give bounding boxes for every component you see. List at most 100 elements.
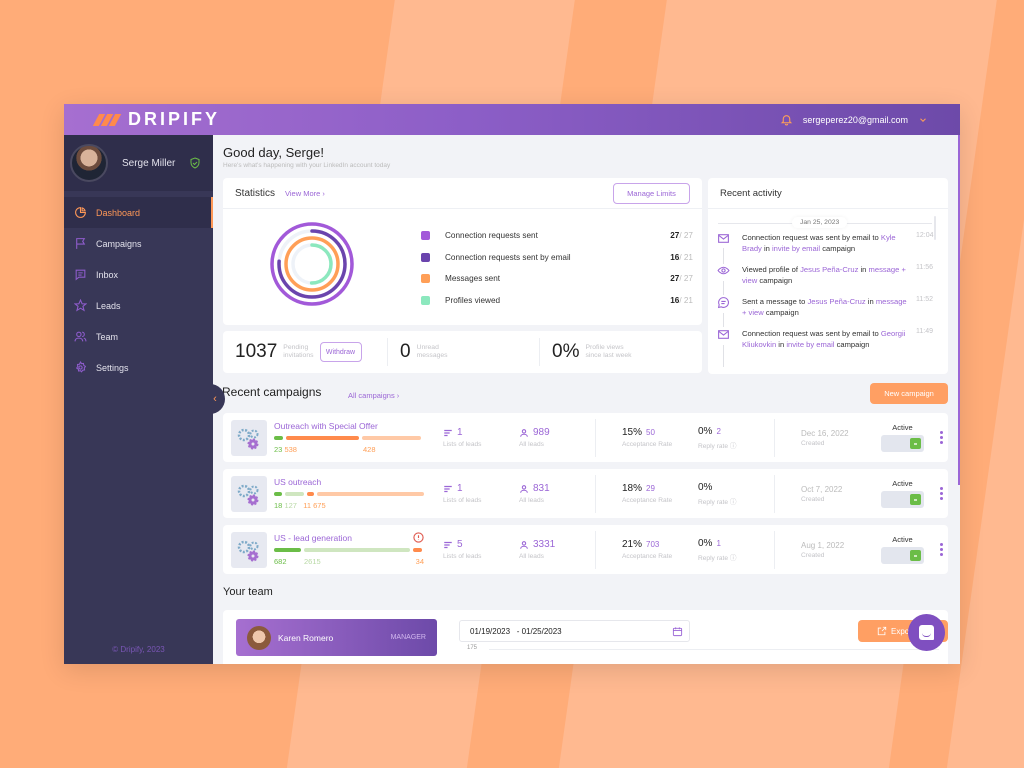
sidebar: Serge Miller Dashboard Campaigns Inbox L… (64, 135, 213, 664)
top-bar: DRIPIFY sergeperez20@gmail.com (64, 104, 960, 135)
info-icon[interactable]: ⓘ (729, 498, 737, 506)
calendar-icon[interactable] (672, 626, 683, 637)
avatar (70, 144, 108, 182)
legend-swatch (421, 231, 430, 241)
legend-item: Profiles viewed 16/ 21 (421, 290, 693, 312)
shield-check-icon (190, 157, 200, 169)
scrollbar[interactable] (958, 135, 960, 485)
info-icon[interactable]: ⓘ (729, 442, 737, 450)
user-icon (520, 484, 528, 493)
logo[interactable]: DRIPIFY (92, 109, 221, 130)
more-options-icon[interactable] (940, 487, 943, 500)
legend-item: Connection requests sent by email 16/ 21 (421, 247, 693, 269)
sidebar-item-campaigns[interactable]: Campaigns (64, 228, 213, 259)
list-icon (444, 429, 452, 436)
warning-icon[interactable] (413, 532, 424, 543)
legend-item: Connection requests sent 27/ 27 (421, 225, 693, 247)
sidebar-item-inbox[interactable]: Inbox (64, 259, 213, 290)
eye-icon (716, 266, 730, 275)
list-icon (444, 541, 452, 548)
activity-item: Sent a message to Jesus Peña-Cruz in mes… (716, 296, 938, 318)
recent-activity-title: Recent activity (708, 178, 948, 209)
chevron-left-icon: ‹ (213, 393, 217, 405)
sidebar-item-label: Team (96, 331, 119, 342)
campaign-progress (274, 548, 424, 552)
chart-y-tick: 175 (467, 645, 478, 651)
campaign-name[interactable]: US - lead generation (274, 532, 352, 543)
sidebar-item-leads[interactable]: Leads (64, 290, 213, 321)
chat-icon (717, 297, 729, 309)
dripify-app: DRIPIFY sergeperez20@gmail.com Serge Mil… (64, 104, 960, 664)
sidebar-item-label: Dashboard (96, 207, 141, 218)
statistics-ring-chart (270, 222, 354, 306)
logo-mark-icon (92, 113, 122, 126)
bell-icon[interactable] (780, 113, 793, 126)
sidebar-item-settings[interactable]: Settings (64, 352, 213, 383)
campaign-row[interactable]: US outreach 18 127 11 675 1 Lists of lea… (223, 469, 948, 518)
external-link-icon (877, 626, 887, 636)
list-icon (444, 485, 452, 492)
date-range-input[interactable]: 01/19/2023 - 01/25/2023 (459, 620, 690, 642)
profile-card[interactable]: Serge Miller (64, 135, 213, 191)
campaign-row[interactable]: Outreach with Special Offer 23 538 428 1 … (223, 413, 948, 462)
chevron-down-icon[interactable] (918, 115, 928, 125)
campaign-active-toggle[interactable] (881, 435, 924, 452)
sidebar-item-label: Leads (96, 300, 121, 311)
pie-chart-icon (75, 207, 86, 218)
campaign-link[interactable]: message + view (742, 265, 906, 286)
manage-limits-button[interactable]: Manage Limits (613, 182, 690, 204)
profile-views: 0% Profile views since last week (552, 341, 632, 362)
scrollbar[interactable] (934, 216, 936, 240)
copyright: © Dripify, 2023 (112, 645, 165, 654)
campaign-name[interactable]: Outreach with Special Offer (274, 420, 378, 431)
campaign-name[interactable]: US outreach (274, 476, 322, 487)
campaign-progress (274, 435, 424, 440)
view-more-link[interactable]: View More › (285, 188, 325, 198)
sidebar-item-label: Inbox (96, 269, 119, 280)
profile-name: Serge Miller (122, 157, 176, 169)
user-icon (520, 428, 528, 437)
account-email[interactable]: sergeperez20@gmail.com (802, 114, 908, 125)
more-options-icon[interactable] (940, 543, 943, 556)
summary-card: 1037 Pending invitations Withdraw 0 Unrea… (223, 331, 702, 373)
info-icon[interactable]: ⓘ (729, 554, 737, 562)
campaign-link[interactable]: invite by email (771, 244, 821, 254)
sidebar-item-dashboard[interactable]: Dashboard (64, 197, 213, 228)
greeting: Good day, Serge! Here's what's happening… (223, 145, 390, 169)
chat-widget-button[interactable] (908, 614, 945, 651)
logo-text: DRIPIFY (128, 109, 221, 129)
person-link[interactable]: Jesus Peña-Cruz (800, 265, 859, 274)
all-campaigns-link[interactable]: All campaigns › (348, 391, 400, 400)
person-link[interactable]: Kyle Brady (742, 233, 896, 254)
sidebar-nav: Dashboard Campaigns Inbox Leads Team Set… (64, 197, 213, 383)
campaign-active-toggle[interactable] (881, 547, 924, 564)
person-link[interactable]: Georgii Kliukovkin (742, 329, 906, 350)
team-card: Karen Romero MANAGER 01/19/2023 - 01/25/… (223, 610, 948, 664)
campaign-link[interactable]: invite by email (786, 340, 835, 350)
chevron-right-icon: › (322, 188, 325, 198)
message-icon (75, 269, 86, 281)
mail-icon (717, 330, 729, 339)
main-content: Good day, Serge! Here's what's happening… (213, 135, 960, 664)
new-campaign-button[interactable]: New campaign (870, 383, 948, 404)
your-team-title: Your team (223, 586, 273, 598)
statistics-card: Statistics View More › Manage Limits Con… (223, 178, 702, 325)
campaign-link[interactable]: message + view (742, 297, 907, 318)
legend-swatch (421, 274, 430, 284)
statistics-title: Statistics (235, 187, 276, 199)
pending-invitations: 1037 Pending invitations Withdraw (223, 338, 387, 366)
sidebar-item-label: Campaigns (96, 238, 142, 249)
team-member-card[interactable]: Karen Romero MANAGER (236, 619, 437, 656)
sidebar-item-team[interactable]: Team (64, 321, 213, 352)
avatar (247, 625, 271, 650)
unread-messages[interactable]: 0 Unread messages (400, 341, 448, 362)
withdraw-button[interactable]: Withdraw (319, 342, 362, 362)
recent-campaigns-title: Recent campaigns (222, 385, 322, 399)
campaign-gears-icon (231, 419, 267, 456)
campaign-active-toggle[interactable] (881, 491, 924, 508)
more-options-icon[interactable] (940, 431, 943, 444)
person-link[interactable]: Jesus Peña-Cruz (807, 297, 866, 306)
date-pill: Jan 25, 2023 (792, 217, 848, 228)
collapse-sidebar-button[interactable]: ‹ (205, 384, 225, 414)
campaign-row[interactable]: US - lead generation 682 2615 34 5 Lists o… (223, 525, 948, 574)
